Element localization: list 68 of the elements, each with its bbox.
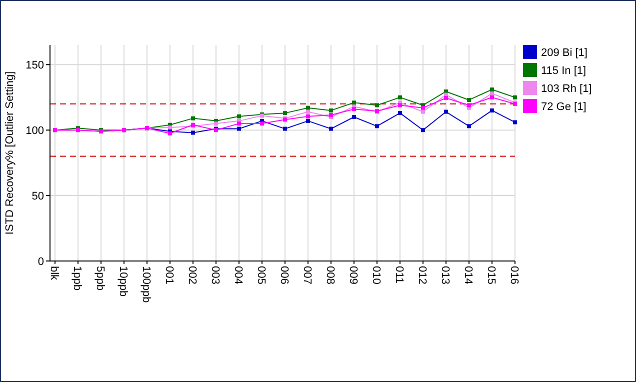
point — [398, 103, 402, 108]
point — [352, 107, 356, 112]
point — [490, 88, 494, 92]
x-tick-label: 10ppb — [117, 266, 130, 297]
point — [490, 91, 494, 96]
point — [467, 98, 471, 102]
legend-label: 209 Bi [1] — [541, 46, 588, 59]
x-tick-label: 008 — [324, 266, 336, 284]
point — [283, 111, 287, 116]
point — [329, 126, 333, 131]
x-tick-label: 001 — [163, 266, 176, 284]
point — [283, 126, 287, 131]
legend-label: 72 Ge [1] — [541, 100, 586, 113]
point — [306, 114, 310, 118]
x-tick-label: 013 — [439, 266, 452, 284]
x-tick-label: 014 — [462, 266, 474, 284]
point — [444, 96, 448, 100]
x-tick-label: 016 — [508, 266, 520, 284]
point — [237, 122, 241, 126]
x-tick-label: 015 — [485, 266, 498, 284]
x-tick-label: 5ppb — [94, 266, 106, 290]
x-tick-label: blk — [48, 266, 60, 281]
x-tick-label: 100ppb — [140, 266, 152, 303]
point — [352, 115, 356, 119]
point — [398, 95, 402, 100]
point — [467, 103, 471, 108]
legend-label: 103 Rh [1] — [541, 82, 592, 95]
x-tick-label: 007 — [301, 266, 314, 284]
point — [168, 125, 172, 130]
point — [237, 114, 241, 118]
point — [490, 95, 494, 100]
x-tick-label: 009 — [347, 266, 360, 284]
point — [329, 108, 333, 112]
point — [306, 110, 310, 114]
point — [421, 128, 425, 132]
point — [237, 126, 241, 131]
point — [191, 130, 195, 135]
point — [306, 118, 310, 123]
x-tick-label: 011 — [393, 266, 406, 284]
x-tick-label: 004 — [232, 266, 244, 284]
point — [398, 111, 402, 116]
point — [513, 95, 517, 100]
x-tick-label: 002 — [186, 266, 198, 284]
y-axis-title: ISTD Recovery% [Outlier Setting] — [4, 71, 16, 235]
point — [421, 106, 425, 110]
x-tick-label: 010 — [370, 266, 382, 284]
x-tick-label: 003 — [209, 266, 222, 284]
x-tick-label: 012 — [416, 266, 428, 284]
point — [421, 110, 425, 114]
x-tick-label: 1ppb — [71, 266, 84, 290]
x-tick-label: 005 — [255, 266, 268, 284]
point — [214, 122, 218, 126]
point — [260, 122, 264, 126]
point — [513, 120, 517, 124]
point — [375, 124, 379, 128]
point — [375, 103, 379, 108]
point — [490, 108, 494, 112]
y-tick-label: 50 — [32, 190, 44, 202]
point — [352, 100, 356, 105]
point — [467, 124, 471, 128]
x-tick-label: 006 — [278, 266, 290, 284]
point — [306, 106, 310, 110]
y-tick-label: 0 — [38, 256, 44, 268]
point — [444, 110, 448, 114]
y-tick-label: 150 — [26, 59, 44, 72]
legend-label: 115 In [1] — [541, 64, 586, 77]
y-tick-label: 100 — [26, 124, 44, 137]
point — [191, 116, 195, 120]
